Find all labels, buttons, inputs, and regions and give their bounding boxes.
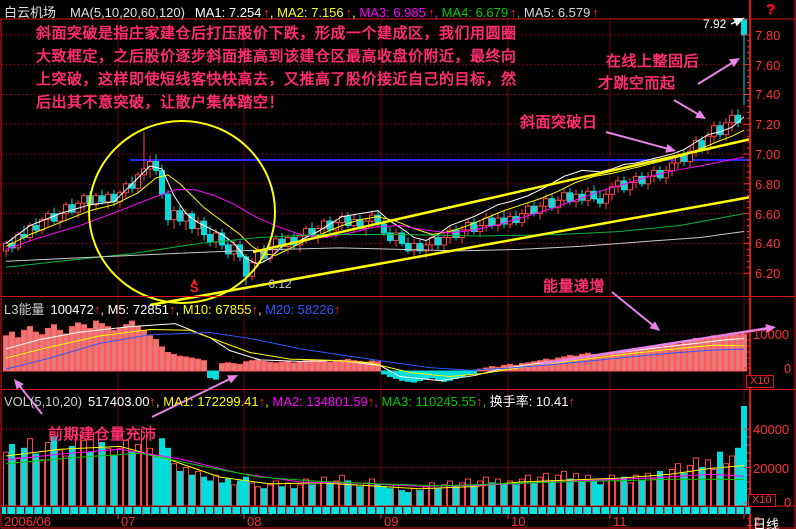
arrowhead-icon xyxy=(729,58,740,68)
price-axis-label: 6.20 xyxy=(755,266,781,282)
main-indicator-bar: 白云机场 MA(5,10,20,60,120) MA1: 7.254 ↑, MA2: … xyxy=(4,2,599,21)
gap-up-note-line: 在线上整固后 xyxy=(606,53,700,70)
annotation-line: 大致框定，之后股价逐步斜面推高到该建仓区最高收盘价附近，最终向 xyxy=(36,48,517,65)
high-price-callout: 7.92 xyxy=(703,17,727,31)
date-label: 11 xyxy=(613,514,627,529)
energy-ma-values: ↑, M5: 72851↑, M10: 67855↑, M20: 58226↑ xyxy=(93,302,341,317)
energy-axis-zero: 0 xyxy=(784,361,792,376)
gap-up-note-line: 才跳空而起 xyxy=(598,75,676,92)
annotation-line: 斜面突破是指庄家建仓后打压股价下跌，形成一个建成区，我们用圆圈 xyxy=(36,25,517,42)
price-axis-label: 6.80 xyxy=(755,176,781,192)
date-label: 09 xyxy=(384,514,399,529)
annotation-line: 后出其不意突破，让散户集体踏空！ xyxy=(36,94,285,111)
energy-multiplier-box: X10 xyxy=(746,375,774,388)
volume-axis-label: 20000 xyxy=(753,460,790,476)
energy-line-M20 xyxy=(5,332,745,371)
date-label: 12 xyxy=(746,514,761,529)
annotation-arrow xyxy=(697,59,737,85)
annotation-arrow xyxy=(151,376,234,418)
ma-line-MA5 xyxy=(5,116,745,265)
annotation-arrow xyxy=(539,326,772,366)
stock-name: 白云机场 xyxy=(4,5,57,20)
triangle-up-icon: ▴ xyxy=(192,275,197,285)
annotation-arrow xyxy=(16,382,43,415)
price-axis-label: 7.80 xyxy=(755,27,781,43)
arrowhead-icon xyxy=(765,324,776,333)
breakout-day-label: 斜面突破日 xyxy=(520,114,598,131)
low-price-label: ← 6.12 xyxy=(253,277,292,291)
trend-channel-lower xyxy=(149,195,752,307)
arrowhead-icon xyxy=(733,18,744,27)
arrowhead-icon xyxy=(649,321,660,331)
volume-title: VOL(5,10,20) xyxy=(4,394,83,409)
volume-indicator-bar: VOL(5,10,20) 517403.00↑, MA1: 172299.41↑,… xyxy=(4,391,575,410)
volume-ma-values: ↑, MA1: 172299.41↑, MA2: 134801.59↑, MA3… xyxy=(149,394,575,409)
price-axis-label: 7.20 xyxy=(755,117,781,133)
period-selector[interactable]: 日线 xyxy=(753,517,780,529)
energy-indicator-bar: L3能量 100472↑, M5: 72851↑, M10: 67855↑, M2… xyxy=(4,299,340,318)
annotation-arrow xyxy=(673,99,703,118)
volume-axis-label: 40000 xyxy=(753,422,790,438)
ma-line-MA120 xyxy=(5,231,745,262)
volume-multiplier-box: X10 xyxy=(748,494,776,507)
date-label: 10 xyxy=(511,514,526,529)
energy-line-M5 xyxy=(5,323,745,382)
ma-line-MA60 xyxy=(5,213,745,268)
price-axis-label: 7.00 xyxy=(755,147,781,163)
volume-axis-zero: 0 xyxy=(784,495,792,510)
gap-up-note: 在线上整固后 才跳空而起 xyxy=(598,51,699,95)
energy-value: 100472 xyxy=(50,302,94,317)
indicator-name: MA(5,10,20,60,120) xyxy=(70,5,185,20)
energy-axis-label: 10000 xyxy=(753,327,790,342)
ma-line-MA10 xyxy=(5,129,745,256)
arrowhead-icon xyxy=(695,110,706,119)
annotation-line: 上突破，这样即使短线客快快高去，又推高了股价接近自己的目标，然 xyxy=(36,71,517,88)
energy-title: L3能量 xyxy=(4,302,45,317)
date-label: 2006/06 xyxy=(4,514,51,529)
trend-channel-upper xyxy=(252,137,752,254)
ma-line-MA20 xyxy=(5,156,745,250)
arrowhead-icon xyxy=(665,144,676,153)
annotation-arrow xyxy=(605,131,672,151)
volume-line-MA3 xyxy=(5,452,745,487)
help-icon[interactable]: ? xyxy=(766,1,776,18)
price-axis-label: 6.60 xyxy=(755,206,781,222)
accumulation-circle xyxy=(88,120,276,304)
date-label: 07 xyxy=(121,514,136,529)
sell-marker: ▴ S xyxy=(190,275,199,295)
price-axis-label: 7.60 xyxy=(755,57,781,73)
price-axis-label: 6.40 xyxy=(755,236,781,252)
volume-line-MA2 xyxy=(5,448,745,487)
minimap-strip[interactable] xyxy=(2,507,750,514)
energy-line-M10 xyxy=(5,329,745,378)
volume-value: 517403.00 xyxy=(88,394,150,409)
energy-increase-label: 能量递增 xyxy=(543,278,606,295)
arrowhead-icon xyxy=(227,375,238,384)
ma-values: MA1: 7.254 ↑, MA2: 7.156 ↑, MA3: 6.985 ↑, M… xyxy=(194,5,599,20)
early-volume-label: 前期建仓量充沛 xyxy=(48,426,157,443)
price-axis-label: 7.40 xyxy=(755,87,781,103)
date-label: 08 xyxy=(247,514,262,529)
annotation-arrow xyxy=(611,291,657,329)
arrowhead-icon xyxy=(14,379,24,390)
annotation-paragraph: 斜面突破是指庄家建仓后打压股价下跌，形成一个建成区，我们用圆圈 大致框定，之后股… xyxy=(36,22,517,114)
